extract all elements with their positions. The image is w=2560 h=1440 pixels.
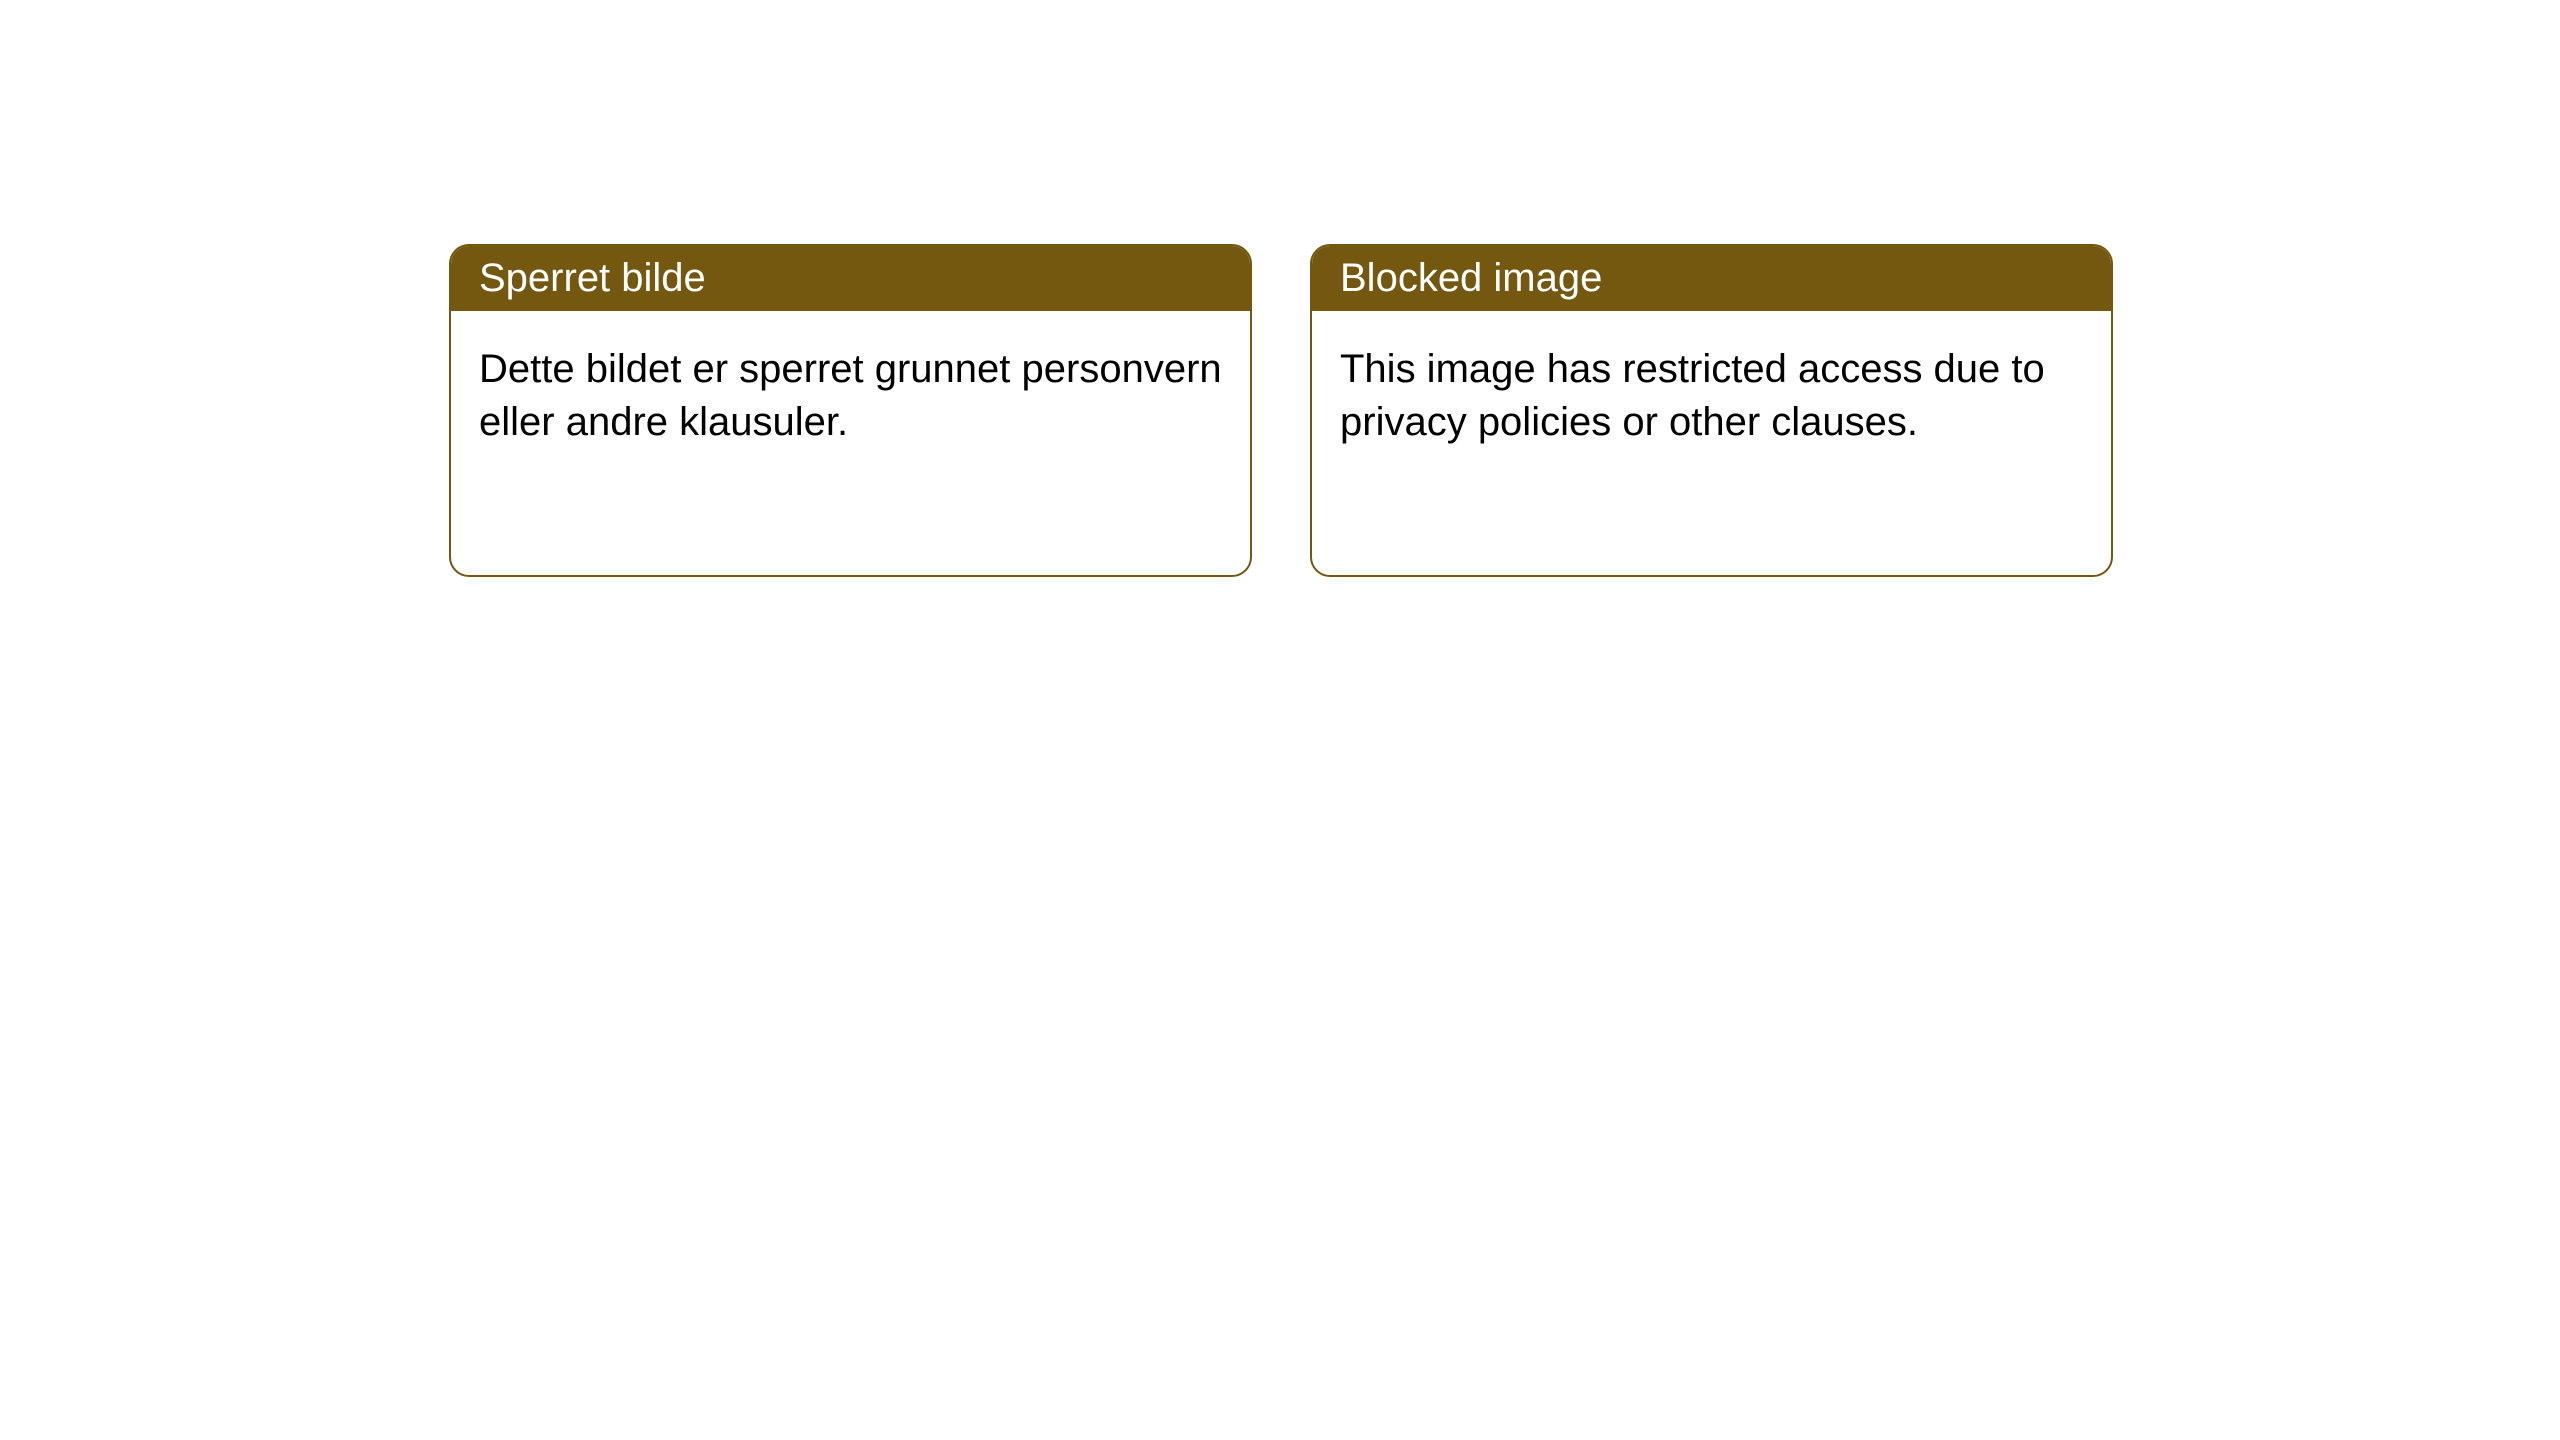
- card-body-text: This image has restricted access due to …: [1312, 311, 2111, 481]
- notice-cards-container: Sperret bilde Dette bildet er sperret gr…: [0, 0, 2560, 577]
- card-title: Sperret bilde: [451, 246, 1250, 311]
- blocked-image-card-no: Sperret bilde Dette bildet er sperret gr…: [449, 244, 1252, 577]
- card-body-text: Dette bildet er sperret grunnet personve…: [451, 311, 1250, 481]
- blocked-image-card-en: Blocked image This image has restricted …: [1310, 244, 2113, 577]
- card-title: Blocked image: [1312, 246, 2111, 311]
